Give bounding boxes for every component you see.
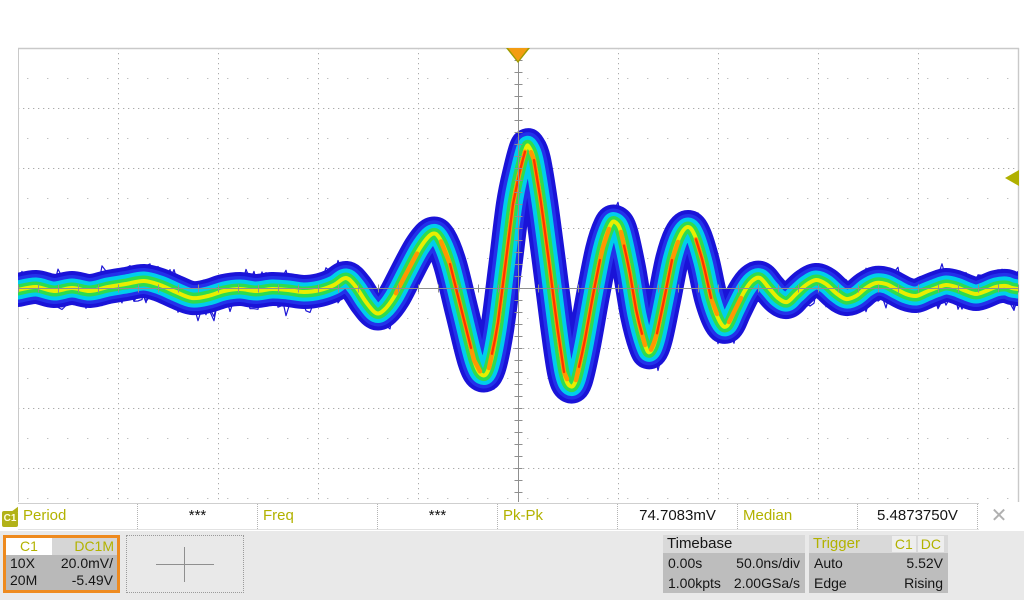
timebase-row-1: 0.00s 50.0ns/div: [663, 553, 805, 573]
measurement-label-p3[interactable]: Pk-Pk: [498, 504, 618, 529]
channel-name-tab[interactable]: C1: [6, 538, 52, 555]
timebase-scale: 50.0ns/div: [736, 555, 800, 571]
trigger-source-chips: C1 DC: [891, 536, 944, 552]
measurement-label-p4[interactable]: Median: [738, 504, 858, 529]
timebase-descriptor[interactable]: Timebase 0.00s 50.0ns/div 1.00kpts 2.00G…: [663, 535, 805, 593]
channel-offset-marker[interactable]: C1: [2, 511, 18, 527]
trigger-time-marker-icon[interactable]: [508, 48, 528, 61]
timebase-row-2: 1.00kpts 2.00GSa/s: [663, 573, 805, 593]
measurement-bar: Period *** Freq *** Pk-Pk 74.7083mV Medi…: [18, 503, 979, 530]
trigger-type: Edge: [814, 575, 847, 591]
plus-icon: [156, 564, 214, 565]
channel-row-1: 10X 20.0mV/: [6, 555, 117, 572]
channel-descriptor-c1[interactable]: C1 DC1M 10X 20.0mV/ 20M -5.49V: [3, 535, 120, 593]
timebase-title: Timebase: [667, 535, 733, 552]
trigger-source: C1: [891, 536, 916, 552]
measurement-value-p3[interactable]: 74.7083mV: [618, 504, 738, 529]
trigger-row-2: Edge Rising: [809, 573, 948, 593]
trigger-descriptor[interactable]: Trigger C1 DC Auto 5.52V Edge Rising: [809, 535, 948, 593]
timebase-record-length: 1.00kpts: [668, 575, 721, 591]
add-trace-slot[interactable]: [126, 535, 244, 593]
trigger-slope: Rising: [904, 575, 943, 591]
timebase-sample-rate: 2.00GSa/s: [733, 575, 800, 591]
channel-attenuation: 10X: [10, 555, 35, 571]
trigger-coupling: DC: [917, 536, 944, 552]
trigger-level: 5.52V: [906, 555, 943, 571]
measurement-label-p2[interactable]: Freq: [258, 504, 378, 529]
close-icon: ✕: [990, 505, 1008, 527]
close-measurements-button[interactable]: ✕: [983, 504, 1015, 529]
trigger-level-marker-icon[interactable]: [1005, 170, 1019, 186]
trigger-header: Trigger C1 DC: [809, 535, 948, 553]
channel-offset-pointer-icon: [11, 506, 19, 512]
channel-bandwidth: 20M: [10, 572, 38, 588]
channel-volts-per-div: 20.0mV/: [60, 555, 113, 571]
status-bar: C1 DC1M 10X 20.0mV/ 20M -5.49V Timebase …: [0, 531, 1024, 600]
timebase-header: Timebase: [663, 535, 805, 553]
timebase-delay: 0.00s: [668, 555, 703, 571]
measurement-value-p2[interactable]: ***: [378, 504, 498, 529]
plus-icon: [184, 547, 185, 582]
channel-row-2: 20M -5.49V: [6, 572, 117, 589]
trigger-title: Trigger: [813, 535, 860, 552]
channel-header: C1 DC1M: [6, 538, 117, 555]
measurement-value-p4[interactable]: 5.4873750V: [858, 504, 978, 529]
measurement-label-p1[interactable]: Period: [18, 504, 138, 529]
channel-offset: -5.49V: [71, 572, 113, 588]
trigger-mode: Auto: [814, 555, 843, 571]
measurement-value-p1[interactable]: ***: [138, 504, 258, 529]
channel-coupling: DC1M: [74, 538, 114, 554]
trigger-row-1: Auto 5.52V: [809, 553, 948, 573]
